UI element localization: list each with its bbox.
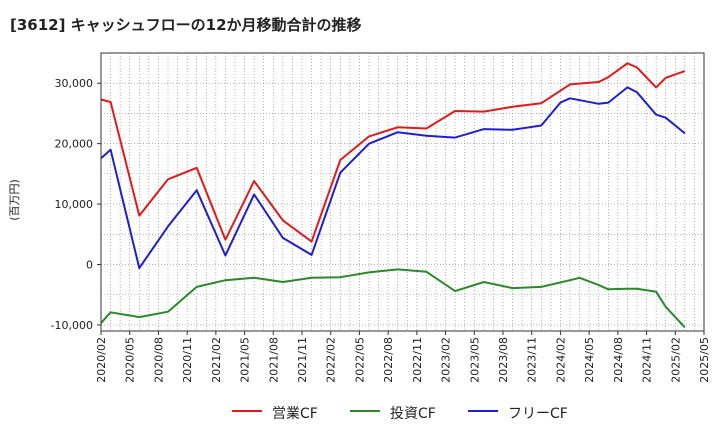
- legend: 営業CF 投資CF フリーCF: [0, 400, 720, 430]
- x-tick-label: 2024/02: [554, 337, 567, 383]
- x-tick-label: 2020/05: [124, 337, 137, 383]
- y-tick-label: 30,000: [55, 77, 94, 90]
- grid-lines: [100, 53, 705, 331]
- axes: -10,000 0 10,000 20,000 30,000 2020/02 2020/05…: [51, 52, 711, 383]
- x-tick-label: 2022/08: [382, 337, 395, 383]
- series-lines: [100, 62, 686, 329]
- x-tick-label: 2024/05: [583, 337, 596, 383]
- x-tick-label: 2023/11: [526, 337, 539, 383]
- x-tick-label: 2024/08: [612, 337, 625, 383]
- x-tick-label: 2020/11: [181, 337, 194, 383]
- series-line-2: [100, 268, 686, 329]
- y-tick-label: 10,000: [55, 198, 94, 211]
- y-tick-label: -10,000: [51, 319, 93, 332]
- series-line-1: [100, 62, 686, 243]
- x-tick-label: 2022/05: [353, 337, 366, 383]
- x-tick-label: 2020/08: [152, 337, 165, 383]
- x-tick-label: 2022/11: [411, 337, 424, 383]
- legend-label: 営業CF: [272, 406, 318, 422]
- x-tick-label: 2025/05: [698, 337, 711, 383]
- x-tick-label: 2023/05: [468, 337, 481, 383]
- x-tick-label: 2022/02: [325, 337, 338, 383]
- x-tick-label: 2023/08: [497, 337, 510, 383]
- x-tick-label: 2024/11: [641, 337, 654, 383]
- y-tick-label: 20,000: [55, 138, 94, 151]
- y-axis-label: (百万円): [8, 179, 21, 221]
- legend-swatch: [468, 410, 498, 412]
- x-tick-label: 2023/02: [440, 337, 453, 383]
- x-tick-label: 2025/02: [669, 337, 682, 383]
- legend-label: 投資CF: [390, 406, 436, 422]
- x-tick-label: 2021/11: [296, 337, 309, 383]
- legend-swatch: [232, 410, 262, 412]
- legend-label: フリーCF: [508, 406, 568, 422]
- series-line-3: [100, 86, 686, 270]
- chart-title: [3612] キャッシュフローの12か月移動合計の推移: [10, 16, 362, 34]
- plot-frame: [100, 52, 705, 332]
- x-tick-label: 2021/02: [210, 337, 223, 383]
- legend-swatch: [350, 410, 380, 412]
- x-tick-label: 2021/08: [267, 337, 280, 383]
- x-tick-label: 2021/05: [239, 337, 252, 383]
- y-tick-label: 0: [86, 259, 93, 272]
- x-tick-label: 2020/02: [95, 337, 108, 383]
